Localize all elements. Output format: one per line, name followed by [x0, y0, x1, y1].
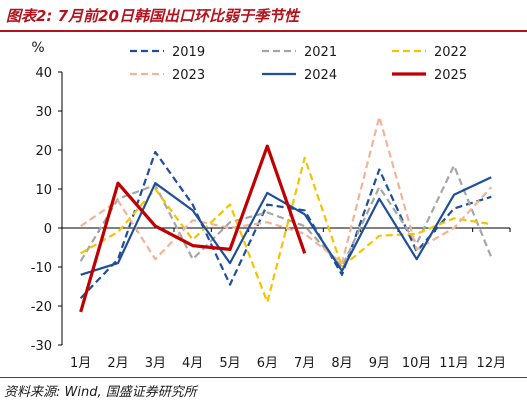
series-line-2025	[79, 144, 307, 313]
y-axis-unit: %	[31, 40, 44, 56]
y-tick-label: 0	[44, 222, 52, 237]
line-chart: -30 -20 -10 0 10 20 30 40% 1月 2月 3月 4月 5月 6月 7月 8月 9月 10…	[31, 40, 511, 371]
series-line-2023	[80, 115, 493, 265]
x-tick-label: 2月	[107, 356, 128, 371]
x-tick-label: 9月	[369, 356, 390, 371]
legend-label-2022: 2022	[434, 45, 467, 60]
legend-label-2021: 2021	[304, 45, 337, 60]
figure-title: 图表2: 7月前20日韩国出口环比弱于季节性	[6, 7, 299, 25]
x-tick-label: 1月	[70, 356, 91, 371]
y-axis: -30 -20 -10 0 10 20 30 40%	[31, 40, 63, 354]
source-divider	[0, 377, 527, 378]
x-tick-label: 5月	[219, 356, 240, 371]
legend-label-2024: 2024	[304, 68, 337, 83]
x-tick-label: 6月	[257, 356, 278, 371]
source-note: 资料来源: Wind, 国盛证券研究所	[4, 385, 197, 400]
x-tick-label: 8月	[331, 356, 352, 371]
figure-title-bar: 图表2: 7月前20日韩国出口环比弱于季节性	[0, 0, 527, 30]
y-tick-label: 10	[35, 183, 52, 198]
x-axis: 1月 2月 3月 4月 5月 6月 7月 8月 9月 10月 11月 12月	[61, 227, 511, 371]
x-tick-label: 11月	[439, 356, 469, 371]
legend-label-2025: 2025	[434, 68, 467, 83]
legend-label-2023: 2023	[172, 68, 205, 83]
y-tick-label: -30	[31, 339, 52, 354]
series-line-2019	[79, 150, 492, 299]
series-layer	[79, 115, 493, 313]
x-tick-label: 12月	[477, 356, 507, 371]
y-tick-label: -10	[31, 261, 52, 276]
legend: 2019 2021 2022 2023 2024 2025	[130, 45, 467, 83]
y-tick-label: 30	[35, 105, 52, 120]
x-tick-label: 7月	[294, 356, 315, 371]
x-tick-label: 4月	[182, 356, 203, 371]
x-tick-label: 10月	[402, 356, 432, 371]
title-divider	[0, 30, 527, 32]
y-tick-label: 40	[35, 66, 52, 81]
y-tick-label: -20	[31, 300, 52, 315]
series-line-2021	[79, 164, 493, 269]
y-tick-label: 20	[35, 144, 52, 159]
x-tick-label: 3月	[145, 356, 166, 371]
legend-label-2019: 2019	[172, 45, 205, 60]
